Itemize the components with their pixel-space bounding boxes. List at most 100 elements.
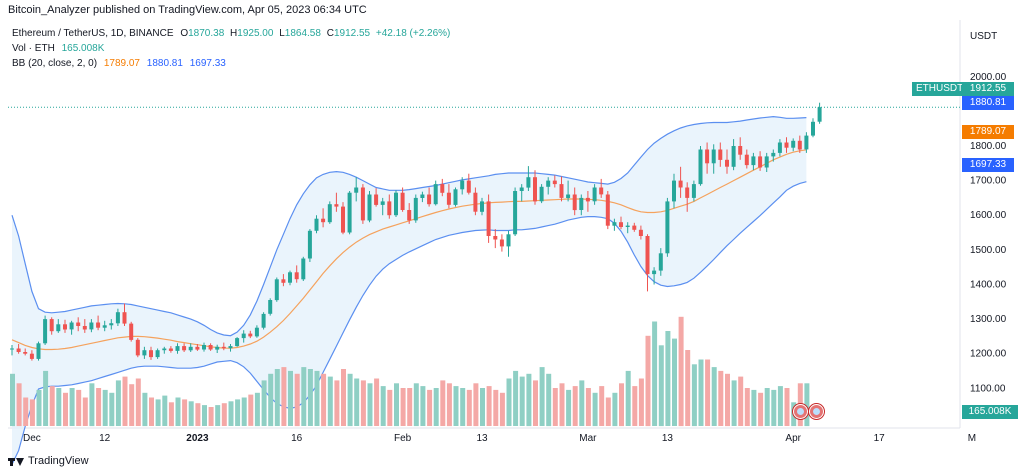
volume-bar (387, 389, 393, 426)
volume-bar (122, 376, 128, 426)
bb-upper-line (11, 115, 807, 337)
candle-body (43, 319, 48, 344)
candle-body (115, 312, 120, 324)
candle-body (599, 187, 604, 195)
price-tick-label: 1200.00 (970, 349, 1007, 360)
candle-body (625, 225, 630, 227)
candle-body (797, 140, 802, 150)
volume-bar (149, 397, 154, 426)
brand-name: TradingView (28, 455, 89, 467)
us-flag-icon[interactable] (793, 404, 808, 419)
candle-body (705, 149, 710, 164)
volume-bar (109, 392, 115, 427)
symbol-label[interactable]: Ethereum / TetherUS, 1D, BINANCE (12, 28, 174, 39)
candle-body (175, 346, 180, 351)
volume-bar (506, 378, 512, 426)
volume-bar (82, 397, 88, 426)
candle-body (413, 197, 418, 221)
volume-bar (751, 389, 757, 426)
volume-bar (619, 383, 624, 427)
candle-body (195, 346, 200, 350)
candle-body (10, 348, 14, 350)
volume-bar (579, 380, 585, 426)
economic-events[interactable] (793, 404, 824, 419)
volume-bar (354, 378, 360, 426)
candle-body (82, 326, 87, 330)
volume-bar (168, 402, 174, 427)
candle-body (784, 142, 789, 148)
candle-body (387, 201, 392, 216)
volume-bar (533, 380, 538, 426)
bb-upper-value: 1880.81 (146, 58, 183, 69)
volume-bar (301, 367, 307, 426)
candle-body (155, 350, 160, 358)
volume-bar (526, 373, 532, 427)
candle-layer (10, 102, 822, 361)
time-tick-label: 2023 (186, 433, 209, 444)
high-value: 1925.00 (237, 28, 274, 39)
volume-bar (446, 383, 452, 427)
volume-bar (400, 388, 406, 426)
candle-body (466, 180, 471, 193)
volume-bar (155, 399, 161, 426)
volume-bar (480, 388, 485, 426)
candle-body (771, 152, 776, 157)
candle-body (486, 201, 491, 236)
candle-body (102, 325, 107, 328)
volume-bar (539, 367, 545, 426)
time-tick-label: 13 (662, 433, 674, 444)
candle-body (274, 279, 279, 301)
volume-bar (718, 370, 724, 426)
candle-body (294, 272, 299, 280)
volume-bar (10, 373, 15, 427)
volume-value: 165.008K (61, 43, 105, 54)
low-key: L (279, 28, 285, 39)
candle-body (427, 194, 432, 205)
candle-body (513, 191, 518, 235)
candle-body (202, 345, 206, 350)
volume-bar (678, 316, 684, 427)
bb-label[interactable]: BB (20, close, 2, 0) (12, 58, 98, 69)
time-tick-label: Feb (394, 433, 412, 444)
time-tick-label: Apr (785, 433, 801, 444)
volume-bar (195, 403, 201, 426)
candle-body (221, 346, 226, 349)
volume-bar (599, 386, 605, 426)
candle-body (109, 323, 114, 326)
volume-bar (658, 345, 664, 427)
volume-bar (43, 370, 49, 426)
volume-bar (546, 373, 552, 427)
volume-bar (652, 321, 658, 426)
volume-bar (433, 388, 439, 426)
candle-body (407, 210, 412, 221)
volume-bar (427, 389, 433, 426)
candle-body (572, 194, 577, 211)
last-price-badge: 1912.55 (962, 82, 1014, 96)
tradingview-logo-icon (8, 456, 24, 466)
volume-bar (202, 405, 207, 426)
candle-body (347, 192, 352, 233)
volume-label[interactable]: Vol · ETH (12, 43, 55, 54)
candle-body (506, 234, 511, 247)
volume-bar (758, 392, 764, 427)
volume-bar (738, 376, 744, 426)
candle-body (142, 350, 147, 356)
volume-bar (215, 405, 221, 426)
candle-body (533, 177, 537, 202)
volume-bar (307, 369, 313, 426)
time-tick-label: 13 (476, 433, 488, 444)
candle-body (261, 313, 266, 328)
change-value: +42.18 (+2.26%) (375, 28, 451, 39)
candle-body (281, 279, 286, 283)
volume-bar (486, 386, 492, 426)
price-tick-label: 1700.00 (970, 176, 1007, 187)
candle-body (360, 187, 365, 221)
price-tick-label: 1300.00 (970, 314, 1007, 325)
volume-bar (771, 389, 777, 426)
volume-bar (605, 397, 611, 426)
price-tick-label: 1800.00 (970, 141, 1007, 152)
us-flag-icon[interactable] (809, 404, 824, 419)
volume-bar (592, 392, 598, 427)
volume-bar (162, 395, 168, 426)
